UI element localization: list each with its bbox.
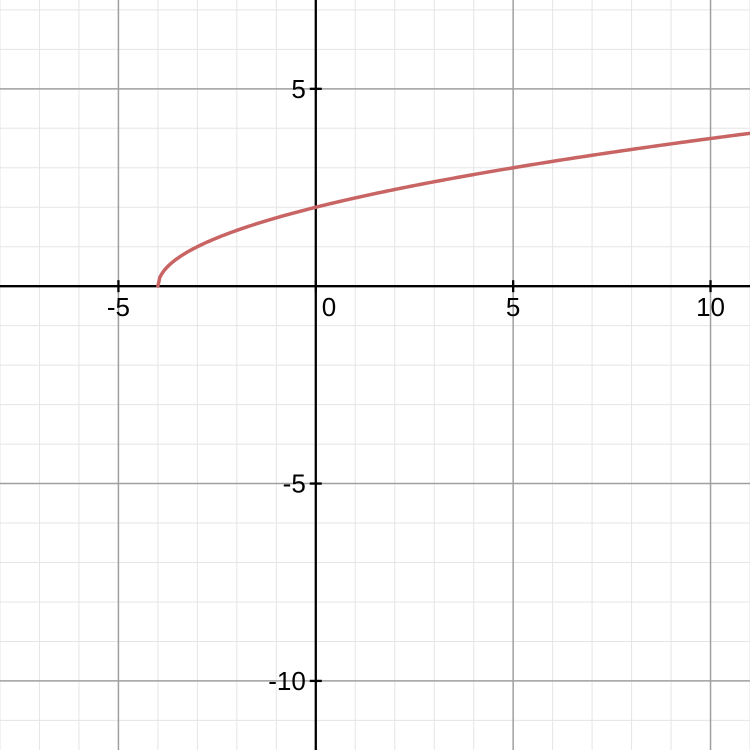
plot-svg: -5 0 5 10 5 -5 -10: [0, 0, 750, 750]
x-tick-label: 5: [506, 292, 520, 322]
y-tick-label: -10: [268, 666, 306, 696]
y-tick-label: -5: [283, 469, 306, 499]
y-tick-label: 5: [291, 74, 305, 104]
x-tick-label: -5: [107, 292, 130, 322]
plot-background: [0, 0, 750, 750]
graph-plot: -5 0 5 10 5 -5 -10: [0, 0, 750, 750]
x-tick-label: 10: [696, 292, 725, 322]
x-tick-label: 0: [322, 292, 336, 322]
